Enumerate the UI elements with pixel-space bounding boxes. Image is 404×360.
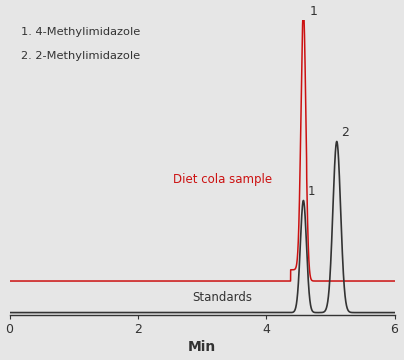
Text: Standards: Standards — [192, 291, 252, 304]
Text: Diet cola sample: Diet cola sample — [173, 173, 272, 186]
Text: 2: 2 — [341, 126, 349, 139]
Text: 1. 4-Methylimidazole: 1. 4-Methylimidazole — [21, 27, 140, 37]
Text: 1: 1 — [310, 5, 318, 18]
Text: 2. 2-Methylimidazole: 2. 2-Methylimidazole — [21, 51, 140, 61]
Text: 1: 1 — [308, 185, 316, 198]
X-axis label: Min: Min — [188, 341, 216, 355]
